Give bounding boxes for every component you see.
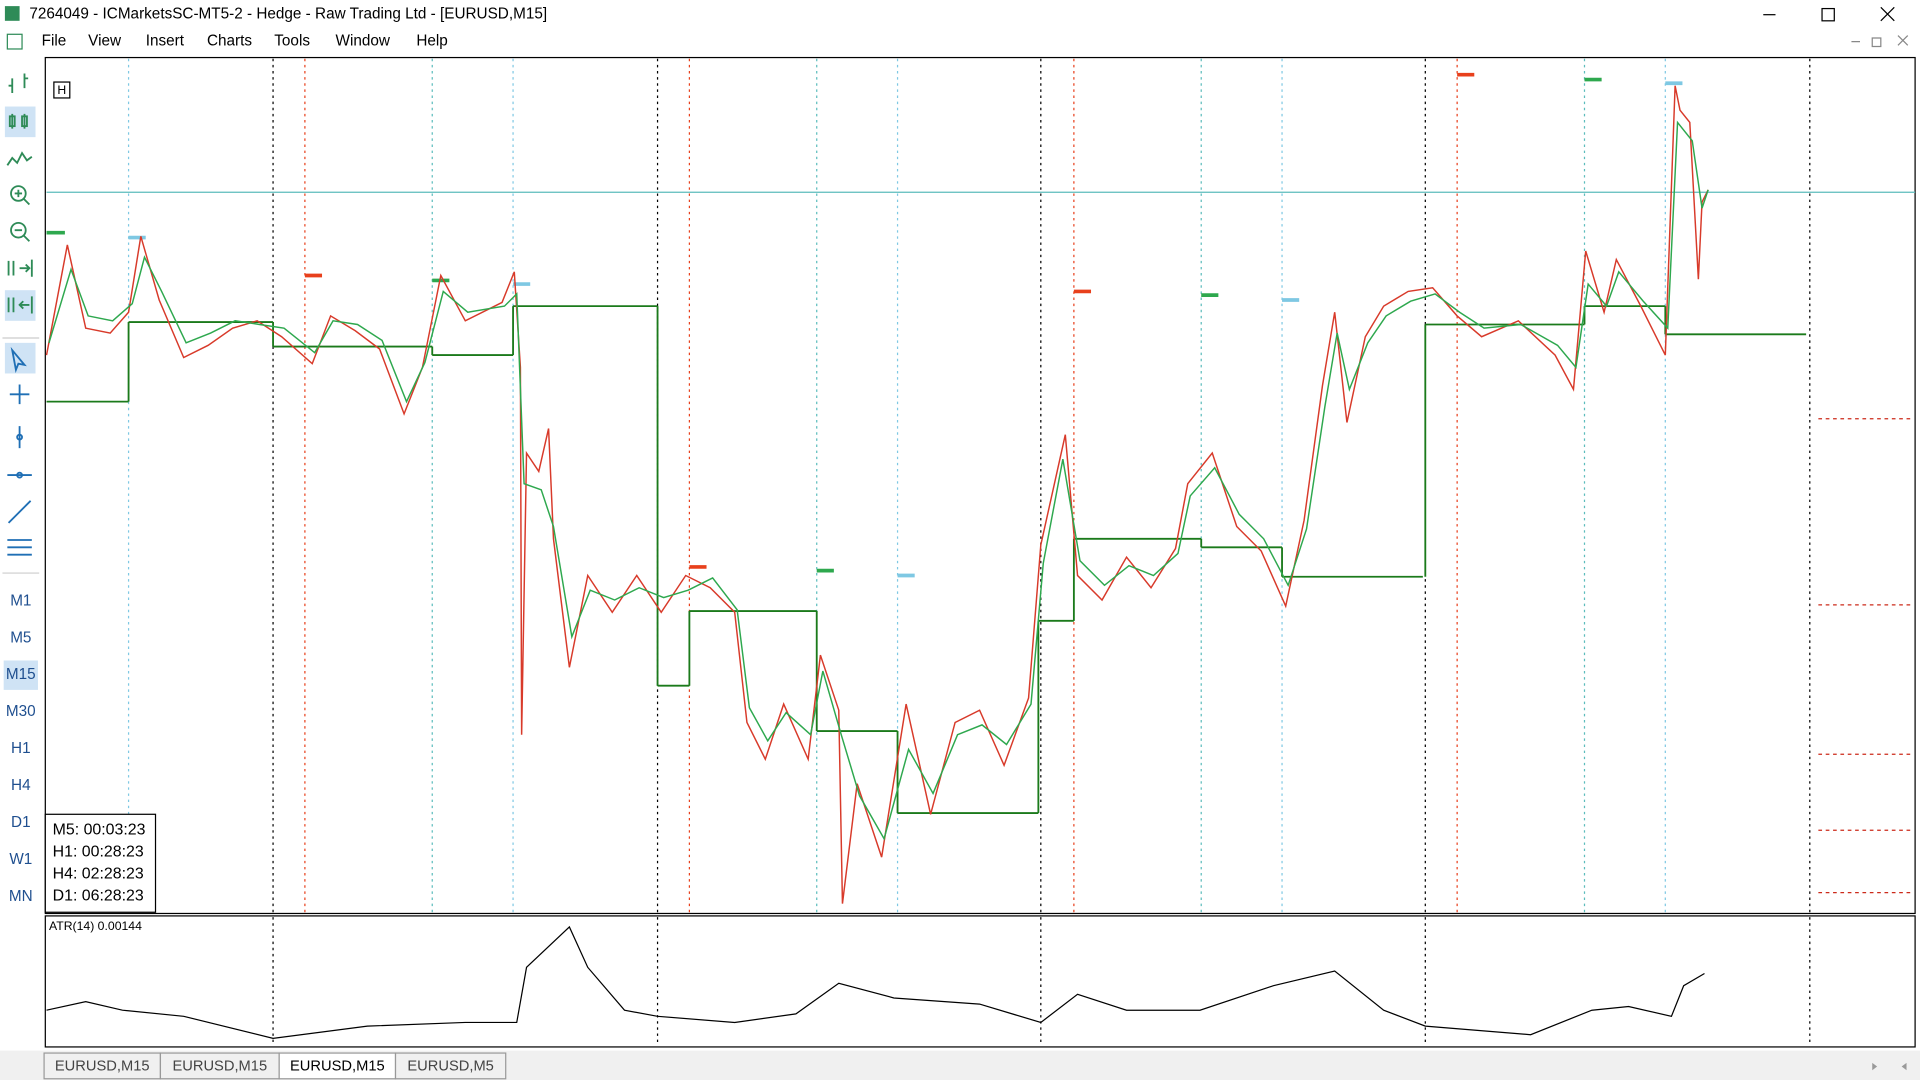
candle-icon bbox=[21, 115, 28, 128]
tab-label: EURUSD,M5 bbox=[407, 1058, 494, 1074]
timeframe-button[interactable]: M30 bbox=[6, 703, 36, 720]
timeframe-buttons: M1 M5 M15 M30 H1 H4 D1 W1 MN bbox=[3, 592, 38, 905]
green-markers bbox=[46, 77, 1602, 573]
window-title: 7264049 - ICMarketsSC-MT5-2 - Hedge - Ra… bbox=[29, 6, 547, 23]
timeframe-button[interactable]: D1 bbox=[11, 814, 31, 831]
tab[interactable] bbox=[394, 1052, 507, 1080]
timeframe-button[interactable]: H4 bbox=[11, 777, 31, 794]
menu-item[interactable]: Tools bbox=[274, 33, 310, 50]
price-chart bbox=[44, 56, 1916, 915]
handle bbox=[16, 471, 23, 479]
trendline-tool[interactable] bbox=[7, 500, 32, 524]
active-tool-bg bbox=[4, 342, 36, 374]
title-bar bbox=[0, 0, 1920, 29]
zoom-out-tool[interactable] bbox=[10, 221, 27, 239]
close-button[interactable] bbox=[1880, 6, 1895, 22]
menu-bar bbox=[0, 28, 1920, 56]
handle bbox=[16, 433, 23, 441]
menu-item[interactable]: Window bbox=[336, 33, 391, 50]
session-levels bbox=[46, 305, 1807, 814]
chart-tabs: EURUSD,M15 EURUSD,M15 EURUSD,M15 EURUSD,M5 bbox=[43, 1052, 507, 1080]
timeframe-button[interactable]: M1 bbox=[10, 592, 31, 609]
price-wicks bbox=[45, 85, 1709, 904]
chart-shift-tool[interactable] bbox=[7, 296, 33, 314]
atr-line bbox=[46, 925, 1705, 1039]
indicator-label: ATR(14) 0.00144 bbox=[49, 919, 142, 933]
line-chart-tool[interactable] bbox=[6, 151, 33, 166]
active-tab[interactable] bbox=[278, 1052, 397, 1080]
active-timeframe-bg bbox=[3, 660, 38, 690]
price-arrow-lines bbox=[1818, 418, 1911, 894]
autoscroll-tool[interactable] bbox=[7, 259, 33, 277]
chart-icon bbox=[6, 33, 23, 50]
tab-label: EURUSD,M15 bbox=[290, 1058, 385, 1074]
menu-items: File View Insert Charts Tools Window Help bbox=[42, 33, 448, 50]
cursor-tool[interactable] bbox=[10, 346, 27, 374]
menu-item[interactable]: Insert bbox=[146, 33, 185, 50]
atr-window bbox=[44, 915, 1916, 1048]
timer-line: M5: 00:03:23 bbox=[53, 821, 146, 838]
zoom-out-glyph bbox=[14, 229, 31, 242]
tab[interactable] bbox=[43, 1052, 162, 1080]
timer-line: H1: 00:28:23 bbox=[53, 843, 144, 860]
toolbar-icons bbox=[4, 73, 36, 321]
restore-button[interactable] bbox=[1821, 7, 1835, 22]
timeframe-button[interactable]: M5 bbox=[10, 629, 31, 646]
red-markers bbox=[304, 72, 1475, 569]
left-toolbar bbox=[0, 56, 42, 1051]
timeframe-button[interactable]: MN bbox=[9, 888, 33, 905]
timer-lines: M5: 00:03:23 H1: 00:28:23 H4: 02:28:23 D1: … bbox=[53, 821, 146, 904]
right-arrows bbox=[1818, 418, 1911, 894]
crosshair-tool[interactable] bbox=[9, 384, 30, 405]
blue-markers bbox=[128, 81, 1683, 578]
timer-line: D1: 06:28:23 bbox=[53, 888, 144, 905]
marker-label: H bbox=[57, 83, 66, 97]
fibo-tool[interactable] bbox=[7, 539, 32, 556]
menu-item[interactable]: File bbox=[42, 33, 67, 50]
timeframe-button[interactable]: W1 bbox=[9, 851, 32, 868]
drawing-tools bbox=[4, 342, 36, 556]
child-window-controls[interactable] bbox=[1851, 35, 1909, 48]
marker-box bbox=[53, 81, 71, 99]
candle-icon bbox=[8, 115, 16, 128]
period-markers bbox=[46, 72, 1683, 578]
tab-label: EURUSD,M15 bbox=[172, 1058, 267, 1074]
timer-line: H4: 02:28:23 bbox=[53, 865, 144, 882]
price-bodies bbox=[48, 120, 1709, 841]
tab-label: EURUSD,M15 bbox=[55, 1058, 150, 1074]
bar-chart-tool[interactable] bbox=[8, 73, 29, 94]
zoom-in-glyph bbox=[14, 189, 31, 206]
zoom-in-tool[interactable] bbox=[10, 185, 27, 202]
menu-item[interactable]: View bbox=[88, 33, 122, 50]
timeframe-button[interactable]: H1 bbox=[11, 740, 31, 757]
menu-item[interactable]: Help bbox=[416, 33, 447, 50]
menu-item[interactable]: Charts bbox=[207, 33, 252, 50]
app-icon bbox=[4, 6, 20, 21]
timer-box bbox=[44, 813, 157, 913]
tab[interactable] bbox=[159, 1052, 280, 1080]
timeframe-button[interactable]: M15 bbox=[6, 666, 36, 683]
